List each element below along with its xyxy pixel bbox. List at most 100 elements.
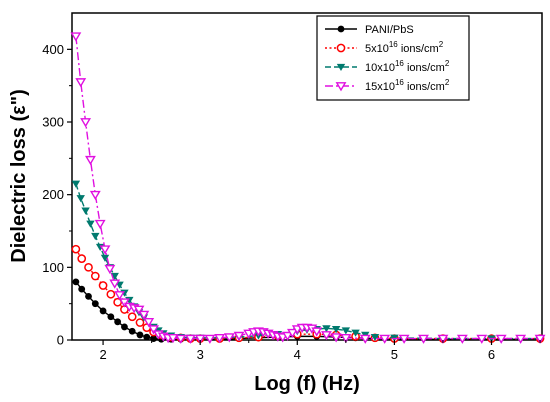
data-point xyxy=(128,327,136,335)
data-point xyxy=(98,281,108,290)
data-point xyxy=(110,272,119,281)
data-point xyxy=(107,313,115,321)
legend-entry-2: 5x1016 ions/cm2 xyxy=(325,40,444,55)
data-point xyxy=(398,334,410,344)
legend-marker xyxy=(335,82,347,92)
data-point xyxy=(104,264,116,275)
data-point xyxy=(135,318,145,327)
data-point xyxy=(84,262,93,272)
data-point xyxy=(351,329,360,337)
y-tick-label: 200 xyxy=(42,187,64,202)
data-point xyxy=(331,325,341,334)
y-axis-title: Dielectric loss (ε") xyxy=(8,89,30,262)
data-point xyxy=(341,327,351,335)
data-point xyxy=(287,328,298,339)
data-point xyxy=(106,289,116,299)
data-point xyxy=(515,334,527,344)
data-point xyxy=(282,331,294,342)
data-point xyxy=(71,180,81,188)
data-point xyxy=(114,291,126,301)
data-point xyxy=(495,334,507,344)
data-point xyxy=(75,78,87,88)
data-point xyxy=(175,334,187,344)
data-point xyxy=(379,334,391,344)
data-point xyxy=(119,298,130,308)
data-point xyxy=(85,293,92,300)
data-point xyxy=(148,325,159,335)
data-point xyxy=(90,271,100,281)
data-point xyxy=(194,334,206,344)
x-tick-label: 2 xyxy=(99,347,106,362)
data-point xyxy=(233,331,245,342)
legend: PANI/PbS 5x1016 ions/cm2 10x1016 ions/cm2 1… xyxy=(316,15,470,101)
x-tick-label: 3 xyxy=(197,347,204,362)
legend-label: 10x1016 ions/cm2 xyxy=(365,59,450,74)
data-point xyxy=(72,278,80,286)
data-point xyxy=(70,32,82,42)
plot-area xyxy=(71,12,543,341)
data-point xyxy=(456,334,468,344)
data-point xyxy=(330,333,342,343)
legend-marker xyxy=(337,25,345,33)
x-tick-label: 4 xyxy=(294,347,301,362)
x-tick-label: 5 xyxy=(391,347,398,362)
legend-entry-4: 15x1016 ions/cm2 xyxy=(325,78,450,93)
data-point xyxy=(127,312,137,322)
legend-entry-1: PANI/PbS xyxy=(325,24,414,36)
series-layer xyxy=(70,32,546,344)
legend-label: 15x1016 ions/cm2 xyxy=(365,78,450,93)
data-point xyxy=(71,244,81,254)
data-point xyxy=(370,333,380,342)
data-point xyxy=(91,232,100,241)
data-point xyxy=(99,307,107,315)
legend-label: PANI/PbS xyxy=(365,24,414,36)
data-point xyxy=(476,334,488,344)
y-tick-label: 400 xyxy=(42,42,64,57)
data-point xyxy=(86,220,95,228)
data-point xyxy=(89,190,101,201)
data-point xyxy=(418,334,429,344)
y-tick-label: 300 xyxy=(42,115,64,130)
data-point xyxy=(91,300,99,308)
y-tick-label: 100 xyxy=(42,260,64,275)
data-point xyxy=(81,207,90,215)
y-tick-label: 0 xyxy=(57,333,64,348)
data-point xyxy=(322,325,331,333)
data-point xyxy=(100,254,110,262)
data-point xyxy=(437,334,449,344)
data-point xyxy=(340,333,352,344)
data-point xyxy=(133,305,145,315)
data-point xyxy=(167,333,179,344)
data-point xyxy=(185,334,196,344)
series-4 xyxy=(70,32,546,344)
legend-marker xyxy=(336,63,346,71)
legend-marker xyxy=(336,43,346,53)
series-4-line xyxy=(75,36,541,340)
x-tick-label: 6 xyxy=(488,347,495,362)
data-point xyxy=(223,333,235,343)
data-point xyxy=(311,327,323,337)
data-point xyxy=(359,334,371,344)
data-point xyxy=(204,334,216,344)
data-point xyxy=(109,279,121,289)
data-point xyxy=(143,317,155,328)
data-point xyxy=(77,254,87,263)
data-point xyxy=(534,334,546,344)
data-point xyxy=(113,297,122,307)
data-point xyxy=(114,318,122,326)
data-point xyxy=(320,331,332,341)
legend-entry-3: 10x1016 ions/cm2 xyxy=(325,59,450,74)
data-point xyxy=(143,333,151,341)
data-point xyxy=(214,333,226,344)
data-point xyxy=(121,323,128,331)
x-axis-title: Log (f) (Hz) xyxy=(254,373,360,395)
legend-label: 5x1016 ions/cm2 xyxy=(365,40,444,55)
ticks-layer: 2 3 4 5 6 0 100 200 300 400 xyxy=(42,42,541,362)
data-point xyxy=(76,195,85,203)
data-point xyxy=(78,285,86,293)
data-point xyxy=(94,219,106,230)
data-point xyxy=(85,155,96,166)
data-point xyxy=(99,245,111,255)
data-point xyxy=(80,118,92,128)
